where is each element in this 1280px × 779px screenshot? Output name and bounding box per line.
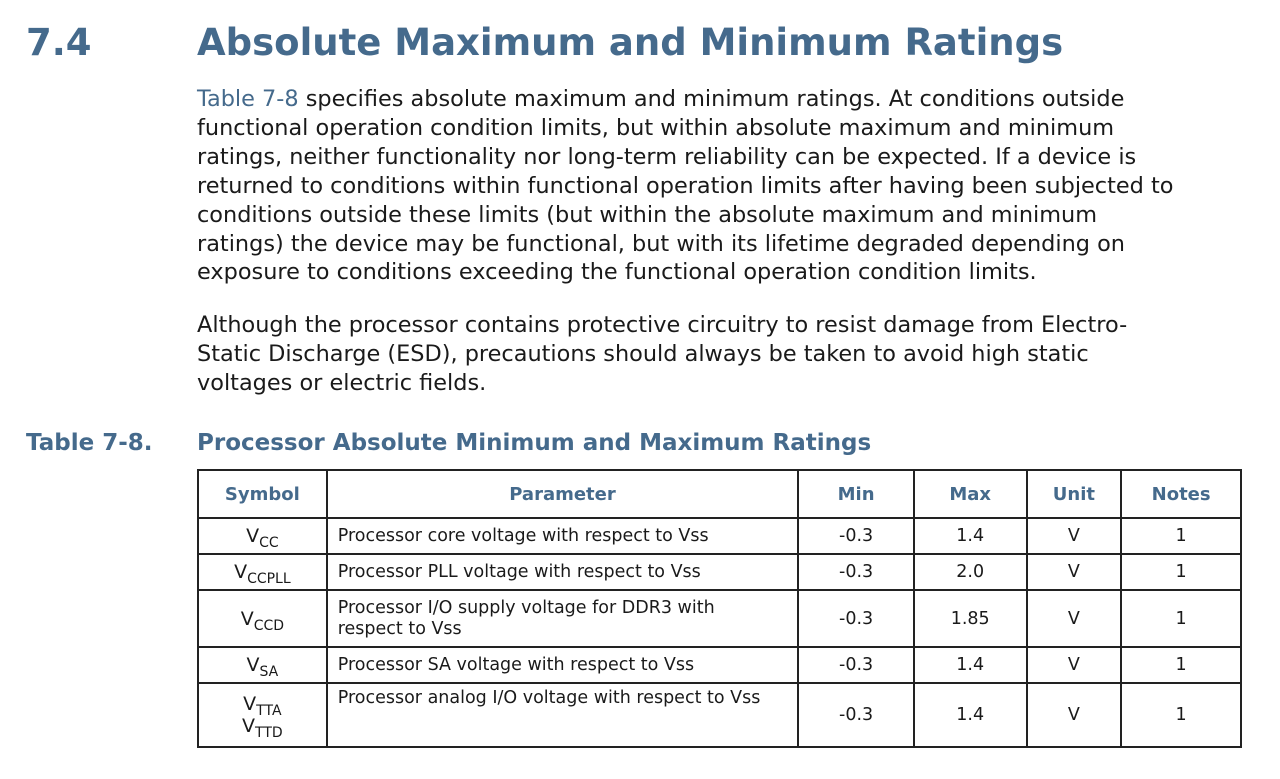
unit-cell: V [1025,553,1123,591]
table-row: VSA Processor SA voltage with respect to… [197,646,1242,684]
table-row: VCC Processor core voltage with respect … [197,517,1242,555]
ratings-table: Symbol Parameter Min Max Unit Notes VCC … [197,469,1242,748]
parameter-line: respect to Vss [337,618,462,639]
symbol-cell: VCCD [197,589,328,648]
max-cell: 1.4 [912,517,1028,555]
min-cell: -0.3 [797,517,915,555]
esd-paragraph: Although the processor contains protecti… [197,311,1247,398]
symbol-cell: VCC [197,517,328,555]
table-cross-reference-link[interactable]: Table 7-8 [197,86,299,112]
section-title: Absolute Maximum and Minimum Ratings [197,21,1064,64]
unit-cell: V [1025,589,1123,648]
header-parameter: Parameter [325,469,800,519]
notes-cell: 1 [1120,589,1242,648]
paragraph-line: exposure to conditions exceeding the fun… [197,259,1037,286]
table-row: VCCD Processor I/O supply voltage for DD… [197,589,1242,648]
symbol-subscript: CCD [253,617,285,634]
unit-cell: V [1025,646,1123,684]
max-cell: 1.85 [912,589,1028,648]
symbol-cell: VTTA VTTD [197,682,328,748]
symbol-base: V [242,715,256,737]
unit-cell: V [1025,682,1123,748]
header-symbol: Symbol [197,469,328,519]
symbol-base: V [240,607,254,630]
header-notes: Notes [1120,469,1242,519]
notes-cell: 1 [1120,553,1242,591]
notes-cell: 1 [1120,517,1242,555]
symbol-subscript: CC [259,535,279,551]
header-unit: Unit [1025,469,1123,519]
symbol-subscript: SA [259,664,279,680]
symbol-cell: VSA [197,646,328,684]
symbol-cell: VCCPLL [197,553,328,591]
min-cell: -0.3 [797,589,915,648]
notes-cell: 1 [1120,646,1242,684]
symbol-base: V [243,693,257,715]
min-cell: -0.3 [797,646,915,684]
intro-paragraph: Table 7-8 specifies absolute maximum and… [197,85,1247,287]
paragraph-line: Table 7-8 specifies absolute maximum and… [197,85,1247,114]
max-cell: 1.4 [912,646,1028,684]
paragraph-line: functional operation condition limits, b… [197,114,1115,141]
symbol-base: V [234,561,248,583]
symbol-subscript: CCPLL [247,571,291,587]
parameter-cell: Processor analog I/O voltage with respec… [325,682,800,748]
table-header-row: Symbol Parameter Min Max Unit Notes [197,469,1242,519]
symbol-line: VTTD [199,715,326,740]
paragraph-line: ratings) the device may be functional, b… [197,230,1125,257]
paragraph-line: returned to conditions within functional… [197,172,1174,199]
parameter-cell: Processor PLL voltage with respect to Vs… [325,553,800,591]
section-number: 7.4 [26,21,92,64]
paragraph-line: Static Discharge (ESD), precautions shou… [197,340,1089,367]
parameter-cell: Processor I/O supply voltage for DDR3 wi… [325,589,800,648]
paragraph-line: Although the processor contains protecti… [197,312,1128,338]
parameter-line: Processor I/O supply voltage for DDR3 wi… [337,597,715,618]
symbol-base: V [246,654,260,676]
parameter-cell: Processor core voltage with respect to V… [325,517,800,555]
table-caption-title: Processor Absolute Minimum and Maximum R… [197,430,872,456]
paragraph-line: conditions outside these limits (but wit… [197,201,1098,228]
max-cell: 1.4 [912,682,1028,748]
min-cell: -0.3 [797,682,915,748]
table-row: VCCPLL Processor PLL voltage with respec… [197,553,1242,591]
notes-cell: 1 [1120,682,1242,748]
unit-cell: V [1025,517,1123,555]
symbol-line: VTTA [199,693,326,718]
parameter-cell: Processor SA voltage with respect to Vss [325,646,800,684]
paragraph-line: ratings, neither functionality nor long-… [197,143,1137,170]
min-cell: -0.3 [797,553,915,591]
paragraph-line: voltages or electric fields. [197,369,487,396]
max-cell: 2.0 [912,553,1028,591]
symbol-subscript: TTD [255,725,283,741]
header-max: Max [912,469,1028,519]
table-row: VTTA VTTD Processor analog I/O voltage w… [197,682,1242,748]
symbol-subscript: TTA [256,703,282,719]
header-min: Min [797,469,915,519]
symbol-base: V [246,525,260,547]
paragraph-text: specifies absolute maximum and minimum r… [298,86,1125,112]
table-caption-label: Table 7-8. [26,430,153,456]
